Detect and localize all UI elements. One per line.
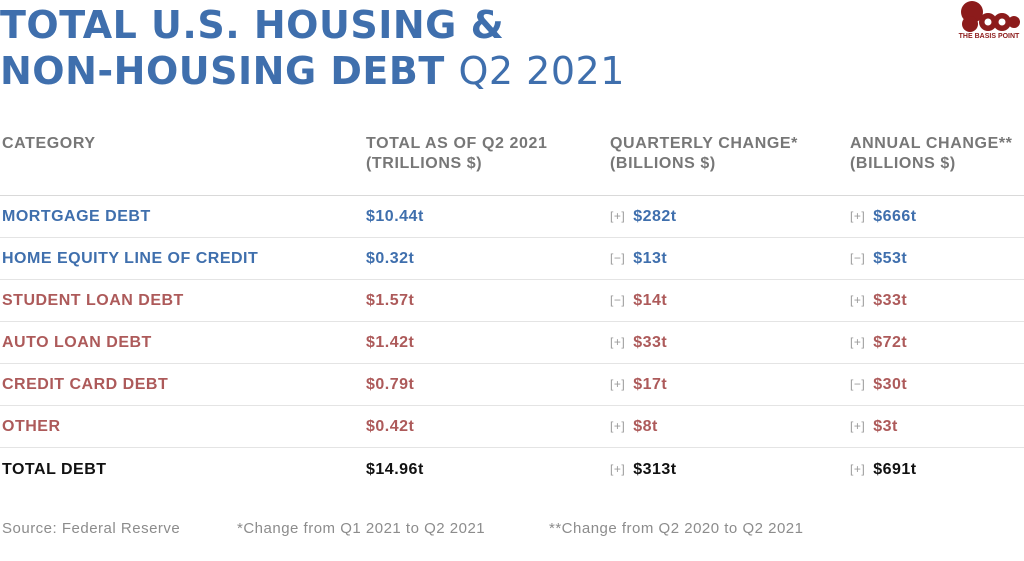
annual-value: $30t [873, 376, 908, 393]
quarterly-value: $17t [633, 376, 668, 393]
basis-point-logo: THE BASIS POINT [954, 0, 1020, 44]
annual-value: $3t [873, 418, 898, 435]
row-quarterly: [+] $8t [610, 406, 658, 447]
quarterly-value: $13t [633, 250, 668, 267]
annual-sign-icon: [+] [850, 335, 866, 349]
quarterly-sign-icon: [+] [610, 377, 626, 391]
page-title: TOTAL U.S. HOUSING & NON-HOUSING DEBT Q2… [0, 2, 625, 94]
quarterly-value: $282t [633, 208, 677, 225]
header-annual: ANNUAL CHANGE** (BILLIONS $) [850, 134, 1013, 174]
quarterly-value: $14t [633, 292, 668, 309]
title-line-2-bold: NON-HOUSING DEBT [0, 49, 445, 93]
table-row: HOME EQUITY LINE OF CREDIT $0.32t [−] $13… [0, 238, 1024, 280]
row-total: $0.79t [366, 376, 415, 393]
quarterly-value: $8t [633, 418, 658, 435]
header-quarterly-unit: (BILLIONS $) [610, 155, 716, 172]
logo-text: THE BASIS POINT [958, 33, 1020, 40]
row-annual: [−] $53t [850, 238, 907, 279]
annual-value: $691t [873, 461, 917, 478]
title-line-1: TOTAL U.S. HOUSING & [0, 3, 505, 47]
quarterly-value: $33t [633, 334, 668, 351]
quarterly-sign-icon: [−] [610, 251, 626, 265]
quarterly-sign-icon: [−] [610, 293, 626, 307]
row-quarterly: [+] $17t [610, 364, 667, 405]
row-category: STUDENT LOAN DEBT [2, 292, 184, 309]
header-category: CATEGORY [2, 134, 96, 154]
annual-value: $33t [873, 292, 908, 309]
quarterly-value: $313t [633, 461, 677, 478]
annual-sign-icon: [−] [850, 251, 866, 265]
header-total-unit: (TRILLIONS $) [366, 155, 483, 172]
header-total: TOTAL AS OF Q2 2021 (TRILLIONS $) [366, 134, 548, 174]
row-quarterly: [−] $14t [610, 280, 667, 321]
table-row: OTHER $0.42t [+] $8t [+] $3t [0, 406, 1024, 448]
total-quarterly: [+] $313t [610, 448, 677, 491]
source-note: Source: Federal Reserve [2, 520, 181, 537]
row-total: $0.42t [366, 418, 415, 435]
annual-sign-icon: [−] [850, 377, 866, 391]
row-annual: [+] $72t [850, 322, 907, 363]
row-quarterly: [+] $33t [610, 322, 667, 363]
annual-value: $72t [873, 334, 908, 351]
annual-footnote: **Change from Q2 2020 to Q2 2021 [549, 520, 804, 537]
quarterly-footnote: *Change from Q1 2021 to Q2 2021 [237, 520, 486, 537]
title-line-2-period: Q2 2021 [458, 49, 625, 93]
row-annual: [+] $666t [850, 196, 917, 237]
title-line-2: NON-HOUSING DEBT Q2 2021 [0, 48, 625, 94]
annual-value: $53t [873, 250, 908, 267]
annual-sign-icon: [+] [850, 462, 866, 476]
row-category: AUTO LOAN DEBT [2, 334, 152, 351]
table-row: CREDIT CARD DEBT $0.79t [+] $17t [−] $30t [0, 364, 1024, 406]
quarterly-sign-icon: [+] [610, 462, 626, 476]
quarterly-sign-icon: [+] [610, 335, 626, 349]
row-category: CREDIT CARD DEBT [2, 376, 169, 393]
row-quarterly: [−] $13t [610, 238, 667, 279]
total-category: TOTAL DEBT [2, 461, 107, 478]
row-total: $0.32t [366, 250, 415, 267]
debt-table: CATEGORY TOTAL AS OF Q2 2021 (TRILLIONS … [0, 128, 1024, 491]
header-quarterly-label: QUARTERLY CHANGE* [610, 135, 799, 152]
row-annual: [+] $3t [850, 406, 898, 447]
quarterly-sign-icon: [+] [610, 419, 626, 433]
total-row: TOTAL DEBT $14.96t [+] $313t [+] $691t [0, 448, 1024, 491]
row-category: MORTGAGE DEBT [2, 208, 151, 225]
table-row: MORTGAGE DEBT $10.44t [+] $282t [+] $666t [0, 196, 1024, 238]
header-category-label: CATEGORY [2, 135, 96, 152]
quarterly-sign-icon: [+] [610, 209, 626, 223]
annual-sign-icon: [+] [850, 209, 866, 223]
annual-value: $666t [873, 208, 917, 225]
header-annual-label: ANNUAL CHANGE** [850, 135, 1013, 152]
annual-sign-icon: [+] [850, 419, 866, 433]
header-annual-unit: (BILLIONS $) [850, 155, 956, 172]
total-annual: [+] $691t [850, 448, 917, 491]
logo-mark-icon [961, 1, 1020, 32]
row-total: $1.57t [366, 292, 415, 309]
table-row: AUTO LOAN DEBT $1.42t [+] $33t [+] $72t [0, 322, 1024, 364]
row-total: $1.42t [366, 334, 415, 351]
table-row: STUDENT LOAN DEBT $1.57t [−] $14t [+] $33t [0, 280, 1024, 322]
row-category: HOME EQUITY LINE OF CREDIT [2, 250, 259, 267]
total-value: $14.96t [366, 461, 424, 478]
row-annual: [+] $33t [850, 280, 907, 321]
row-annual: [−] $30t [850, 364, 907, 405]
header-total-label: TOTAL AS OF Q2 2021 [366, 135, 548, 152]
footnotes: Source: Federal Reserve *Change from Q1 2… [2, 520, 804, 537]
row-category: OTHER [2, 418, 61, 435]
row-total: $10.44t [366, 208, 424, 225]
annual-sign-icon: [+] [850, 293, 866, 307]
row-quarterly: [+] $282t [610, 196, 677, 237]
header-quarterly: QUARTERLY CHANGE* (BILLIONS $) [610, 134, 798, 174]
table-header: CATEGORY TOTAL AS OF Q2 2021 (TRILLIONS … [0, 128, 1024, 196]
